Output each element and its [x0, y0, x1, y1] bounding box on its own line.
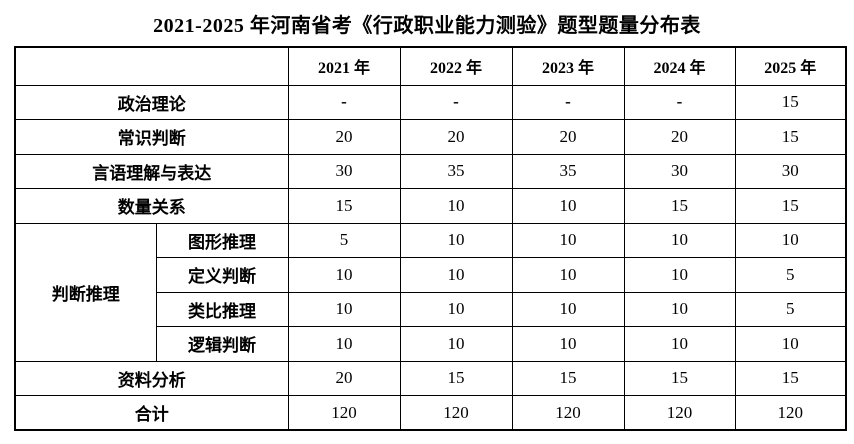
row-label: 数量关系: [14, 188, 289, 224]
year-header-2025: 2025 年: [734, 46, 847, 86]
cell-value: 10: [399, 257, 513, 293]
cell-value: 120: [734, 395, 847, 431]
table-header-row: 2021 年 2022 年 2023 年 2024 年 2025 年: [14, 46, 847, 86]
row-label: 言语理解与表达: [14, 153, 289, 189]
cell-value: 10: [511, 257, 625, 293]
group-row-label: 判断推理: [14, 222, 157, 362]
sub-row-label: 类比推理: [155, 291, 289, 327]
sub-row-label: 逻辑判断: [155, 326, 289, 362]
cell-value: 5: [734, 291, 847, 327]
cell-value: 15: [734, 84, 847, 120]
cell-value: -: [399, 84, 513, 120]
row-label: 资料分析: [14, 360, 289, 396]
cell-value: 30: [623, 153, 736, 189]
cell-value: 10: [511, 188, 625, 224]
cell-value: -: [623, 84, 736, 120]
table-row-analogy-reasoning: 类比推理 10 10 10 10 5: [15, 291, 847, 327]
cell-value: 120: [623, 395, 736, 431]
corner-cell: [14, 46, 289, 86]
row-label: 常识判断: [14, 119, 289, 155]
year-header-2022: 2022 年: [399, 46, 513, 86]
table-row-politics: 政治理论 - - - - 15: [14, 84, 847, 120]
cell-value: 120: [287, 395, 401, 431]
cell-value: 10: [734, 222, 847, 258]
row-label: 政治理论: [14, 84, 289, 120]
sub-row-label: 定义判断: [155, 257, 289, 293]
cell-value: 15: [734, 360, 847, 396]
cell-value: 15: [623, 188, 736, 224]
cell-value: 10: [399, 188, 513, 224]
cell-value: 10: [623, 257, 736, 293]
question-distribution-table: 2021 年 2022 年 2023 年 2024 年 2025 年 政治理论 …: [14, 46, 847, 431]
table-row-definition-judgment: 定义判断 10 10 10 10 5: [15, 257, 847, 293]
cell-value: 15: [734, 119, 847, 155]
cell-value: 35: [399, 153, 513, 189]
year-header-2023: 2023 年: [511, 46, 625, 86]
cell-value: -: [287, 84, 401, 120]
cell-value: 20: [399, 119, 513, 155]
cell-value: 10: [399, 222, 513, 258]
table-row-quantitative: 数量关系 15 10 10 15 15: [14, 188, 847, 224]
table-row-verbal: 言语理解与表达 30 35 35 30 30: [14, 153, 847, 189]
cell-value: 10: [511, 291, 625, 327]
cell-value: 35: [511, 153, 625, 189]
cell-value: 30: [287, 153, 401, 189]
cell-value: 10: [287, 326, 401, 362]
cell-value: 10: [399, 291, 513, 327]
cell-value: 20: [287, 119, 401, 155]
cell-value: 10: [734, 326, 847, 362]
year-header-2024: 2024 年: [623, 46, 736, 86]
cell-value: 10: [511, 222, 625, 258]
cell-value: 10: [623, 291, 736, 327]
cell-value: 120: [399, 395, 513, 431]
cell-value: 15: [287, 188, 401, 224]
table-row-total: 合计 120 120 120 120 120: [14, 395, 847, 431]
cell-value: 15: [511, 360, 625, 396]
cell-value: 20: [287, 360, 401, 396]
page-title: 2021-2025 年河南省考《行政职业能力测验》题型题量分布表: [153, 15, 701, 37]
cell-value: 120: [511, 395, 625, 431]
table-row-common-knowledge: 常识判断 20 20 20 20 15: [14, 119, 847, 155]
cell-value: 10: [399, 326, 513, 362]
cell-value: 15: [623, 360, 736, 396]
cell-value: 10: [623, 326, 736, 362]
cell-value: 10: [287, 257, 401, 293]
table-row-figure-reasoning: 判断推理 图形推理 5 10 10 10 10: [14, 222, 847, 362]
cell-value: -: [511, 84, 625, 120]
cell-value: 5: [287, 222, 401, 258]
cell-value: 10: [623, 222, 736, 258]
cell-value: 15: [734, 188, 847, 224]
cell-value: 20: [623, 119, 736, 155]
row-label: 合计: [14, 395, 289, 431]
year-header-2021: 2021 年: [287, 46, 401, 86]
cell-value: 10: [511, 326, 625, 362]
cell-value: 10: [287, 291, 401, 327]
cell-value: 20: [511, 119, 625, 155]
sub-row-label: 图形推理: [155, 222, 289, 258]
cell-value: 5: [734, 257, 847, 293]
cell-value: 30: [734, 153, 847, 189]
table-row-data-analysis: 资料分析 20 15 15 15 15: [14, 360, 847, 396]
cell-value: 15: [399, 360, 513, 396]
